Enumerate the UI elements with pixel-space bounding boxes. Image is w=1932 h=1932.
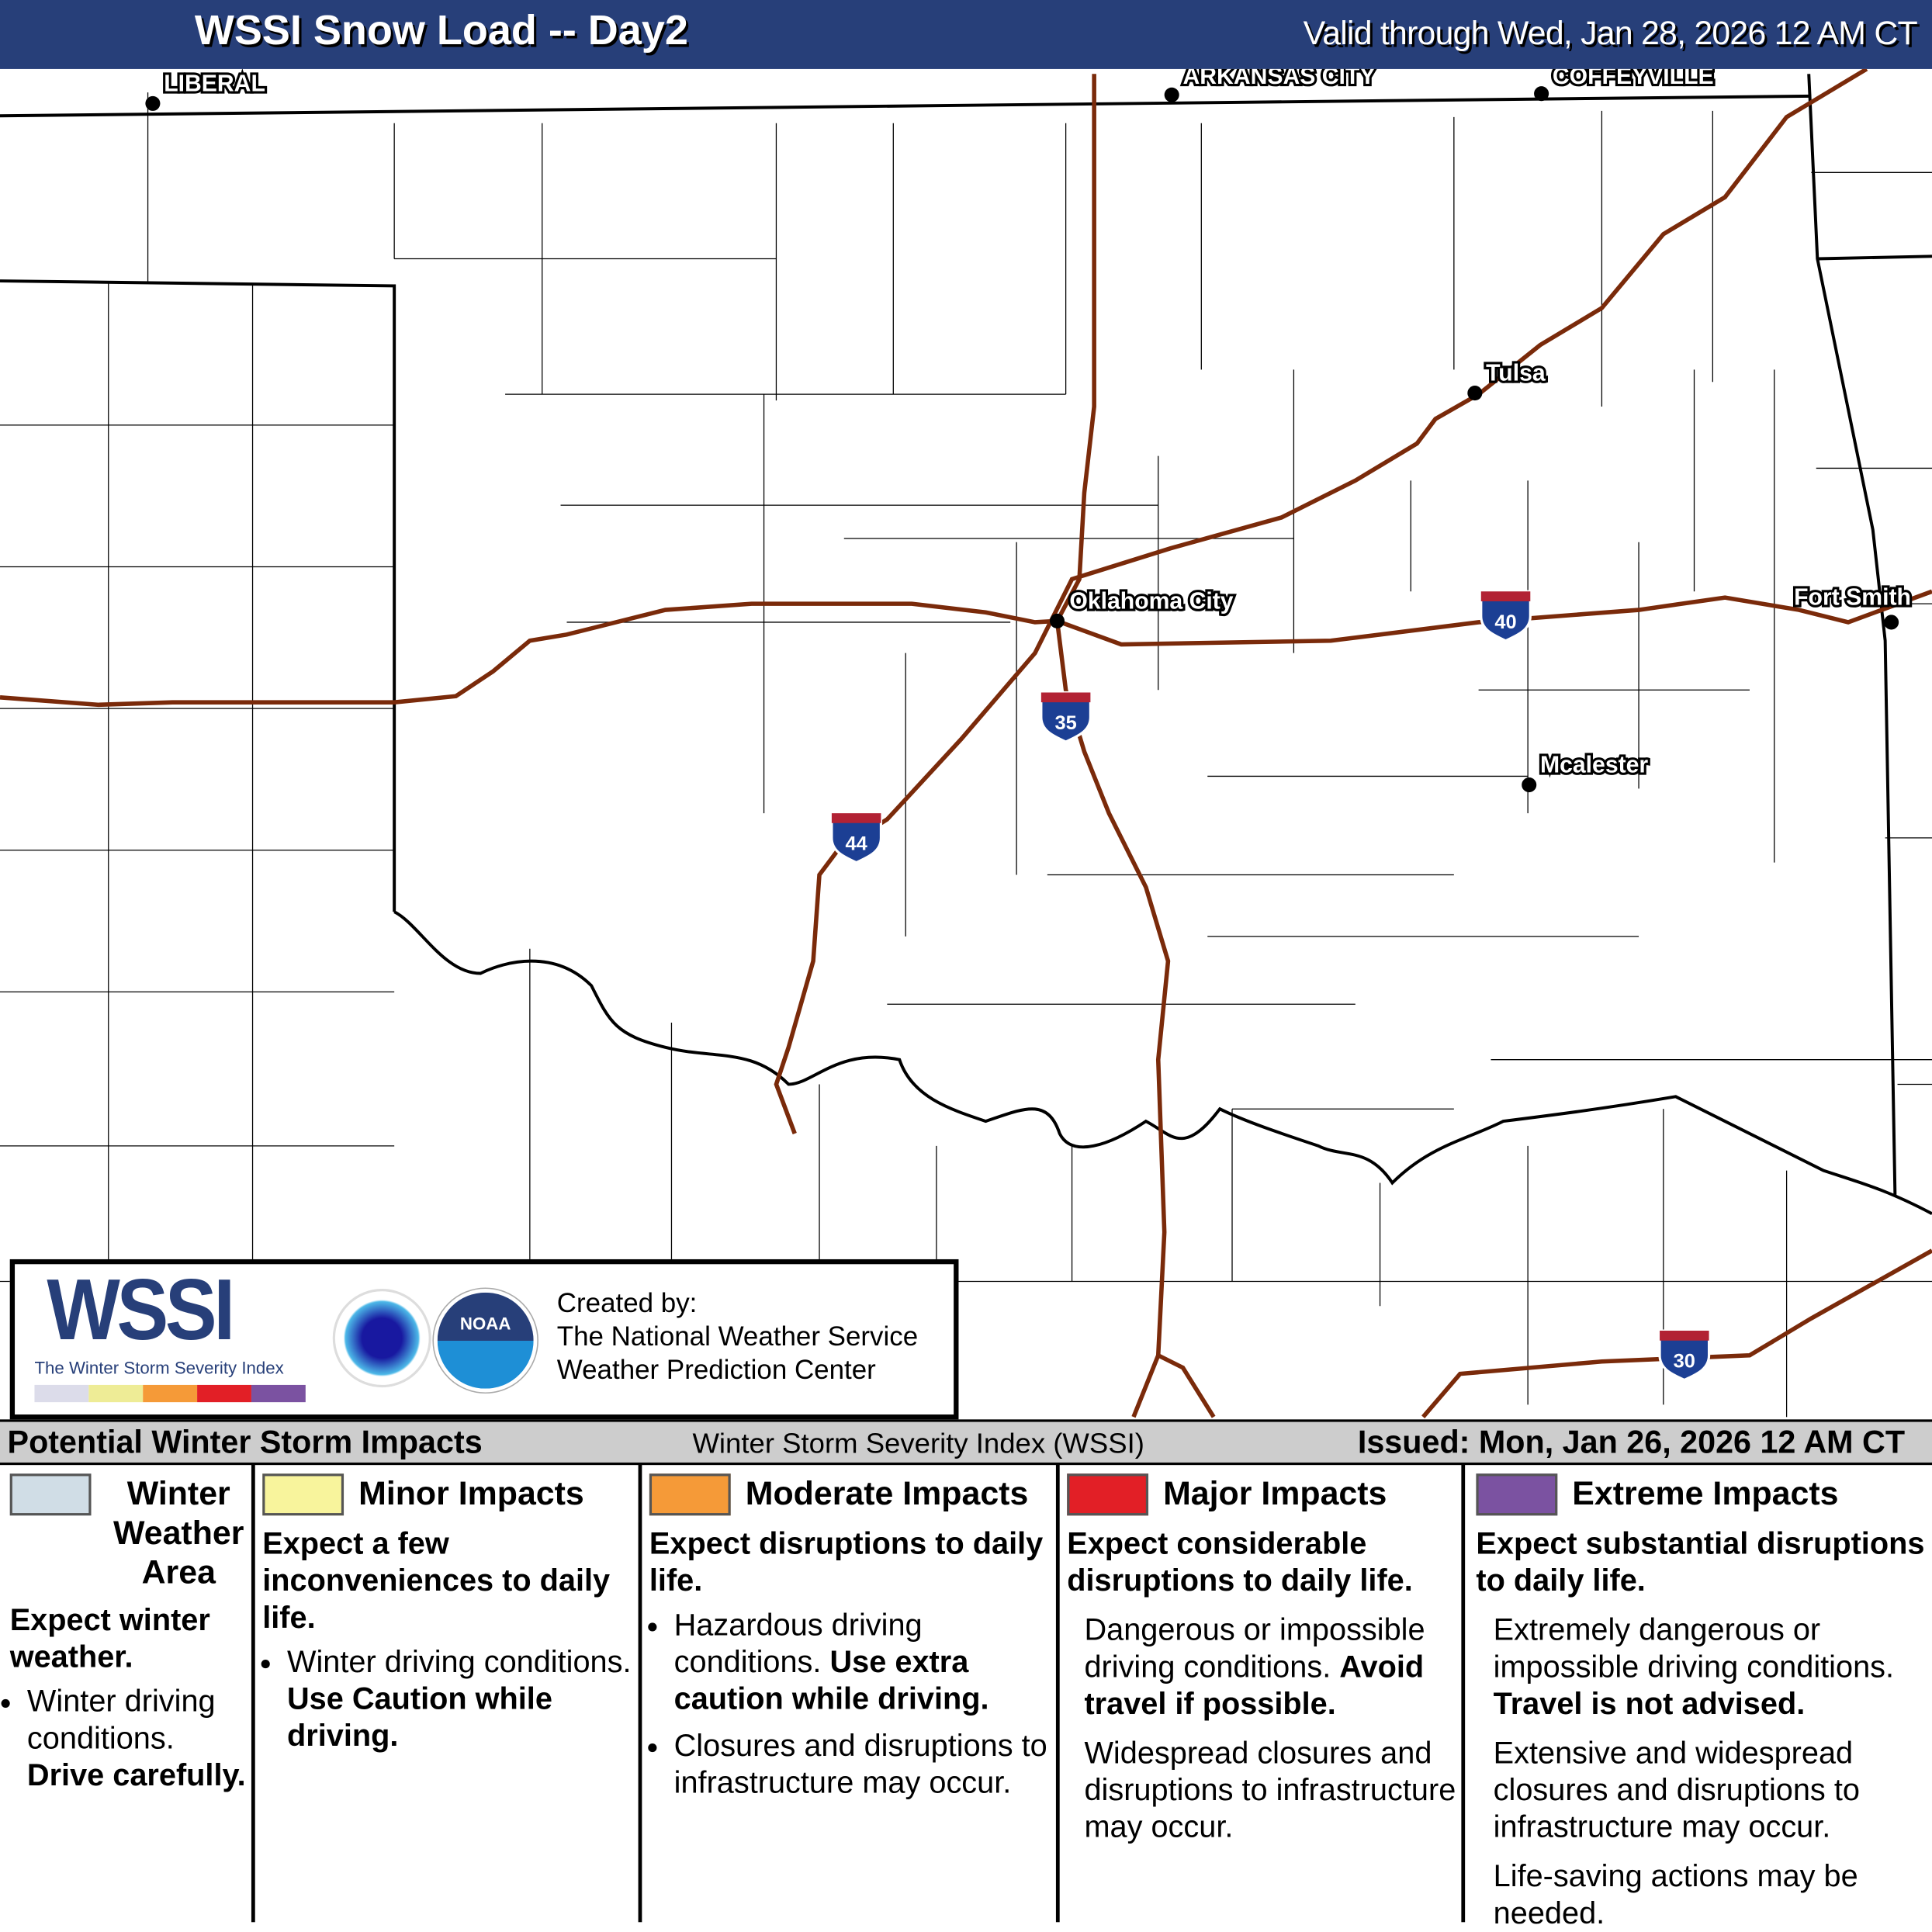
scale-swatch	[197, 1384, 251, 1403]
city-label: COFFEYVILLE	[1553, 69, 1714, 89]
interstate-40-route	[0, 589, 1932, 708]
title-bar: WSSI Snow Load -- Day2 Valid through Wed…	[0, 0, 1932, 69]
bold-advice: Drive carefully.	[26, 1758, 246, 1793]
interstate-40-shield: 40	[1480, 590, 1532, 642]
scale-swatch	[143, 1384, 198, 1403]
legend-extreme-impacts: Extreme Impacts Expect substantial disru…	[1476, 1464, 1932, 1930]
color-swatch	[9, 1473, 92, 1516]
category-label: Major Impacts	[1163, 1474, 1387, 1512]
highways	[0, 68, 1932, 1419]
scale-swatch	[251, 1384, 306, 1403]
legend-major-impacts: Major Impacts Expect considerable disrup…	[1067, 1463, 1466, 1923]
credits-line: Weather Prediction Center	[556, 1354, 876, 1385]
svg-text:40: 40	[1494, 611, 1516, 633]
interstate-shields: 40 35 44 30	[830, 590, 1711, 1382]
legend-moderate-impacts: Moderate Impacts Expect disruptions to d…	[649, 1463, 1060, 1923]
bold-advice: Use extra caution while driving.	[673, 1644, 989, 1717]
impact-text: Extensive and widespread closures and di…	[1493, 1736, 1860, 1845]
valid-through: Valid through Wed, Jan 28, 2026 12 AM CT	[1303, 15, 1918, 52]
impact-text: Life-saving actions may be needed.	[1493, 1859, 1858, 1931]
logo-box: WSSI The Winter Storm Severity Index NOA…	[9, 1259, 959, 1420]
interstate-30-shield: 30	[1658, 1329, 1711, 1382]
color-swatch	[1067, 1473, 1149, 1516]
wssi-subtitle: The Winter Storm Severity Index	[34, 1357, 284, 1378]
svg-text:35: 35	[1055, 712, 1077, 734]
severity-color-scale	[34, 1384, 306, 1403]
category-summary: Expect a few inconveniences to daily lif…	[262, 1526, 611, 1636]
interstate-35-shield: 35	[1040, 691, 1092, 743]
color-swatch	[649, 1473, 731, 1516]
category-summary: Expect considerable disruptions to daily…	[1067, 1526, 1413, 1598]
bullet-text: Winter driving conditions.	[287, 1644, 632, 1680]
legend-minor-impacts: Minor Impacts Expect a few inconvenience…	[262, 1463, 642, 1923]
impact-text: Dangerous or impossible driving conditio…	[1084, 1612, 1425, 1684]
city-label: Tulsa	[1486, 361, 1546, 386]
state-borders	[0, 74, 1932, 1215]
wssi-logo: WSSI	[47, 1262, 235, 1358]
interstate-44-shield: 44	[830, 812, 883, 864]
scale-swatch	[34, 1384, 89, 1403]
credits-line: Created by:	[556, 1287, 698, 1319]
category-label: Moderate Impacts	[745, 1474, 1029, 1512]
bullet-text: Closures and disruptions to infrastructu…	[673, 1728, 1047, 1801]
city-label: ARKANSAS CITY	[1182, 69, 1375, 89]
scale-swatch	[88, 1384, 144, 1403]
bold-advice: Travel is not advised.	[1493, 1686, 1806, 1722]
nws-logo-icon	[332, 1289, 431, 1388]
city-label: Oklahoma City	[1069, 588, 1233, 614]
color-swatch	[1476, 1473, 1558, 1516]
category-label: Extreme Impacts	[1572, 1474, 1839, 1512]
interstate-44-route	[774, 68, 1868, 1134]
category-label: Minor Impacts	[358, 1474, 584, 1512]
bold-advice: Avoid travel if possible.	[1084, 1650, 1425, 1722]
interstate-35-route	[1054, 74, 1171, 1418]
svg-text:30: 30	[1674, 1351, 1695, 1373]
color-swatch	[262, 1473, 345, 1516]
bullet-text: Hazardous driving conditions.	[673, 1608, 923, 1680]
map-area: LIBERAL ARKANSAS CITY COFFEYVILLE Tulsa …	[0, 68, 1932, 1419]
bold-advice: Use Caution while driving.	[287, 1681, 552, 1754]
credits: Created by: The National Weather Service…	[557, 1286, 918, 1387]
svg-text:44: 44	[846, 833, 867, 855]
index-name: Winter Storm Severity Index (WSSI)	[692, 1426, 1144, 1459]
city-label: LIBERAL	[164, 71, 265, 97]
impact-text: Widespread closures and disruptions to i…	[1084, 1736, 1456, 1845]
impacts-title: Potential Winter Storm Impacts	[7, 1423, 483, 1460]
bullet-text: Winter driving conditions.	[26, 1684, 216, 1756]
noaa-logo-icon: NOAA	[432, 1287, 538, 1394]
county-lines	[0, 92, 1932, 1418]
map-title: WSSI Snow Load -- Day2	[194, 7, 688, 54]
category-summary: Expect disruptions to daily life.	[649, 1526, 1044, 1598]
city-label: Mcalester	[1540, 753, 1648, 778]
credits-line: The National Weather Service	[556, 1321, 919, 1352]
legend-winter-weather-area: Winter Weather Area Expect winter weathe…	[9, 1463, 255, 1923]
city-label: Fort Smith	[1794, 585, 1911, 611]
impact-text: Extremely dangerous or impossible drivin…	[1493, 1612, 1895, 1684]
category-summary: Expect winter weather.	[9, 1603, 210, 1675]
category-label: Winter Weather Area	[113, 1474, 244, 1591]
issued-time: Issued: Mon, Jan 26, 2026 12 AM CT	[1357, 1423, 1906, 1460]
city-markers: LIBERAL ARKANSAS CITY COFFEYVILLE Tulsa …	[145, 69, 1913, 793]
category-summary: Expect substantial disruptions to daily …	[1476, 1526, 1925, 1598]
impacts-header-bar: Potential Winter Storm Impacts Winter St…	[0, 1419, 1932, 1466]
